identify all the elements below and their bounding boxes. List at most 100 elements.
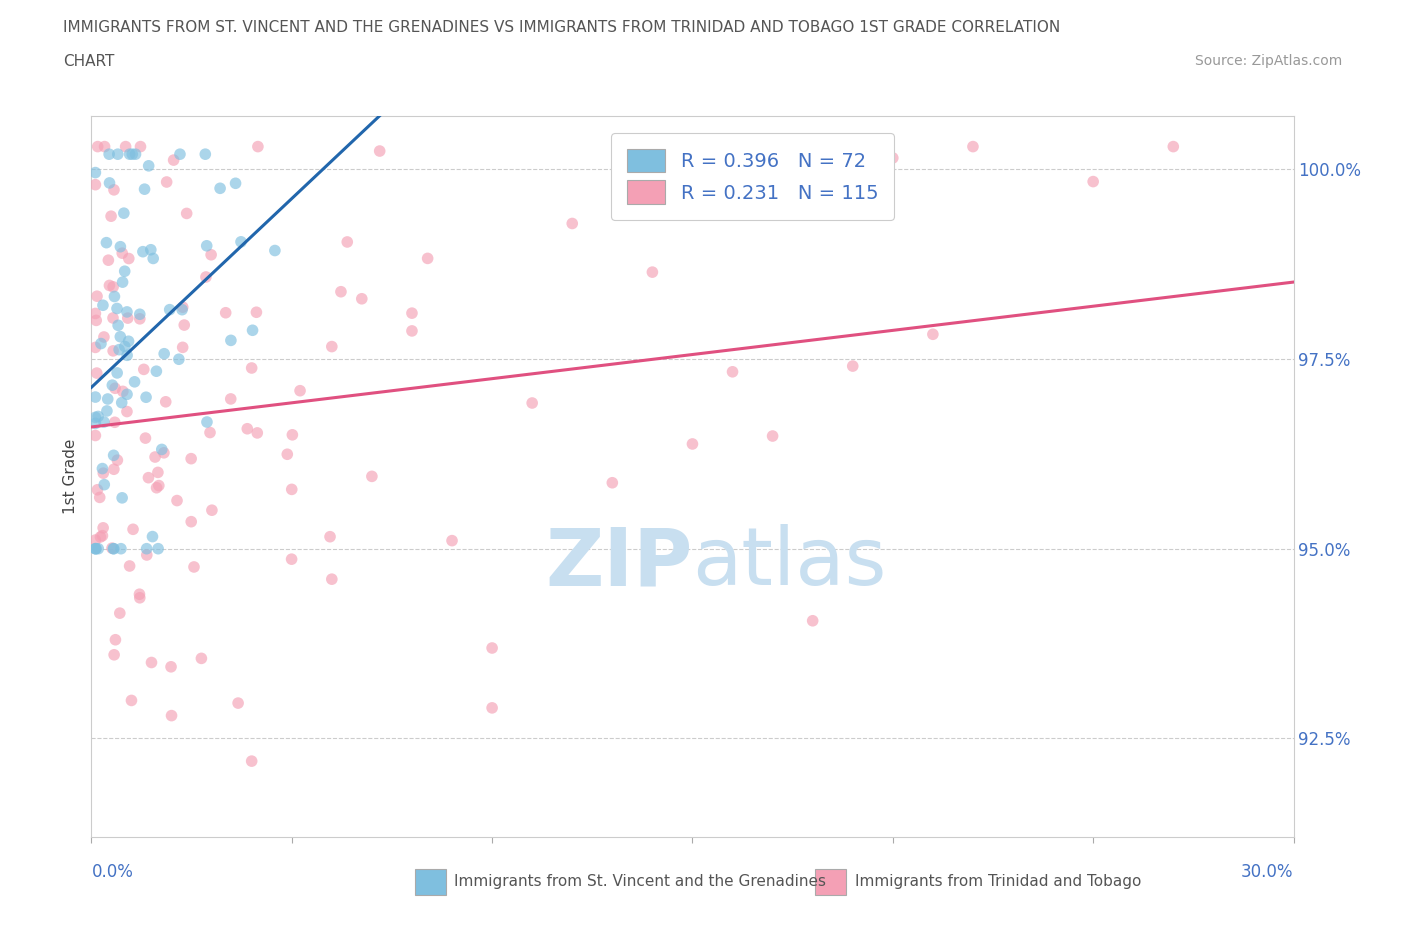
- Point: [561, 216, 583, 231]
- Point: [169, 147, 191, 162]
- Point: [86, 483, 108, 498]
- Point: [138, 471, 160, 485]
- Point: [200, 247, 222, 262]
- Point: [602, 475, 624, 490]
- Point: [86, 140, 108, 154]
- Point: [219, 333, 242, 348]
- Point: [97, 392, 120, 406]
- Point: [360, 469, 382, 484]
- Point: [101, 343, 124, 358]
- Point: [104, 381, 127, 396]
- Point: [124, 375, 146, 390]
- Point: [481, 641, 503, 656]
- Point: [98, 176, 121, 191]
- Point: [226, 696, 249, 711]
- Point: [145, 480, 167, 495]
- Point: [111, 274, 134, 289]
- Point: [172, 302, 194, 317]
- Point: [1083, 174, 1105, 189]
- Point: [180, 451, 202, 466]
- Point: [183, 560, 205, 575]
- Point: [97, 253, 120, 268]
- Text: 0.0%: 0.0%: [91, 863, 134, 881]
- Point: [440, 533, 463, 548]
- Point: [138, 158, 160, 173]
- Point: [762, 429, 785, 444]
- Point: [111, 246, 134, 260]
- Point: [124, 147, 146, 162]
- Point: [103, 462, 125, 477]
- Point: [117, 311, 139, 325]
- Point: [91, 521, 114, 536]
- Point: [721, 365, 744, 379]
- Point: [288, 383, 311, 398]
- Point: [416, 251, 439, 266]
- Point: [107, 147, 129, 162]
- Point: [281, 482, 304, 497]
- Point: [107, 318, 129, 333]
- Point: [108, 605, 131, 620]
- Point: [153, 346, 176, 361]
- Point: [198, 425, 221, 440]
- Point: [240, 361, 263, 376]
- Point: [190, 651, 212, 666]
- Point: [104, 415, 127, 430]
- Text: IMMIGRANTS FROM ST. VINCENT AND THE GRENADINES VS IMMIGRANTS FROM TRINIDAD AND T: IMMIGRANTS FROM ST. VINCENT AND THE GREN…: [63, 20, 1060, 35]
- Point: [153, 445, 176, 460]
- Point: [105, 301, 128, 316]
- Text: atlas: atlas: [692, 525, 887, 602]
- Point: [84, 541, 107, 556]
- Point: [86, 288, 108, 303]
- Point: [93, 477, 115, 492]
- Point: [121, 693, 143, 708]
- Point: [172, 339, 194, 354]
- Point: [132, 362, 155, 377]
- Point: [86, 365, 108, 380]
- Point: [101, 540, 124, 555]
- Point: [882, 151, 904, 166]
- Point: [84, 166, 107, 180]
- Point: [280, 551, 302, 566]
- Point: [115, 304, 138, 319]
- Point: [128, 587, 150, 602]
- Point: [122, 522, 145, 537]
- Point: [114, 264, 136, 279]
- Point: [167, 352, 190, 366]
- Point: [98, 147, 121, 162]
- Point: [176, 206, 198, 220]
- Point: [229, 234, 252, 249]
- Point: [91, 466, 114, 481]
- Point: [219, 392, 242, 406]
- Point: [101, 311, 124, 325]
- Point: [209, 180, 232, 195]
- Point: [146, 541, 169, 556]
- Point: [96, 404, 118, 418]
- Point: [160, 708, 183, 723]
- Point: [105, 453, 128, 468]
- Point: [139, 243, 162, 258]
- Point: [242, 323, 264, 338]
- Text: 30.0%: 30.0%: [1241, 863, 1294, 881]
- Point: [801, 613, 824, 628]
- Point: [180, 514, 202, 529]
- Point: [681, 436, 703, 451]
- Point: [87, 541, 110, 556]
- Point: [118, 147, 141, 162]
- Point: [134, 181, 156, 196]
- Point: [84, 390, 107, 405]
- Point: [103, 541, 125, 556]
- Point: [84, 541, 107, 556]
- FancyBboxPatch shape: [415, 869, 446, 895]
- Point: [522, 395, 544, 410]
- Point: [129, 140, 152, 154]
- Point: [103, 647, 125, 662]
- Point: [115, 405, 138, 419]
- Point: [87, 409, 110, 424]
- Point: [101, 378, 124, 392]
- Point: [84, 340, 107, 355]
- Point: [142, 251, 165, 266]
- Point: [368, 143, 391, 158]
- Point: [118, 559, 141, 574]
- Point: [401, 306, 423, 321]
- Point: [101, 279, 124, 294]
